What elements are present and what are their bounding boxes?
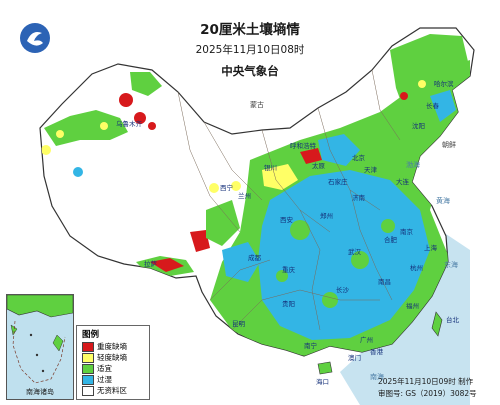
country-label: 朝鲜 xyxy=(442,141,456,149)
legend-item-suitable: 适宜 xyxy=(82,363,112,374)
province-borders xyxy=(177,69,401,331)
city-label: 杭州 xyxy=(410,264,423,272)
city-label: 石家庄 xyxy=(328,178,348,186)
city-label: 武汉 xyxy=(348,248,361,256)
issue-time: 2025年11月10日08时 xyxy=(195,44,305,56)
city-label: 北京 xyxy=(352,154,365,162)
map-legend: 图例 重度缺墒 轻度缺墒 适宜 过湿 无资料区 xyxy=(76,325,150,400)
city-label: 海口 xyxy=(316,378,329,386)
city-label: 长沙 xyxy=(336,286,349,294)
city-label: 长春 xyxy=(426,102,439,110)
city-label: 乌鲁木齐 xyxy=(116,120,142,128)
city-label: 成都 xyxy=(248,254,261,262)
legend-label: 过湿 xyxy=(97,375,112,384)
city-label: 郑州 xyxy=(320,212,333,220)
issuer-name: 中央气象台 xyxy=(221,64,279,78)
city-label: 广州 xyxy=(360,336,373,344)
legend-item-no-data: 无资料区 xyxy=(82,385,127,396)
inset-label: 南海诸岛 xyxy=(26,388,54,396)
city-label: 贵阳 xyxy=(282,300,295,308)
meteorological-logo-icon xyxy=(20,23,50,53)
city-label: 哈尔滨 xyxy=(434,80,454,88)
sea-label: 东海 xyxy=(444,261,458,269)
city-label: 香港 xyxy=(370,348,383,356)
city-label: 呼和浩特 xyxy=(290,142,316,150)
legend-label: 适宜 xyxy=(97,364,112,373)
city-label: 银川 xyxy=(264,164,277,172)
map-review-number: 审图号: GS（2019）3082号 xyxy=(378,389,477,398)
city-label: 拉萨 xyxy=(144,260,157,268)
city-label: 福州 xyxy=(406,302,419,310)
sea-label: 黄海 xyxy=(436,197,450,205)
south-china-sea-inset: 南海诸岛 xyxy=(6,294,74,400)
city-label: 合肥 xyxy=(384,236,397,244)
city-label: 西宁 xyxy=(220,184,233,192)
city-label: 昆明 xyxy=(232,320,245,328)
city-label: 兰州 xyxy=(238,192,251,200)
city-label: 台北 xyxy=(446,316,459,324)
city-label: 重庆 xyxy=(282,266,295,274)
city-label: 天津 xyxy=(364,166,377,174)
city-label: 大连 xyxy=(396,178,409,186)
sea-label: 渤海 xyxy=(406,161,420,169)
legend-label: 重度缺墒 xyxy=(97,342,127,351)
country-label: 蒙古 xyxy=(250,101,264,109)
legend-swatch xyxy=(82,364,94,374)
sea-area xyxy=(340,190,470,405)
legend-swatch xyxy=(82,386,94,396)
city-label: 济南 xyxy=(352,194,365,202)
legend-swatch xyxy=(82,375,94,385)
map-title: 20厘米土壤墒情 xyxy=(200,22,300,38)
city-label: 太原 xyxy=(312,162,325,170)
city-label: 西安 xyxy=(280,216,293,224)
legend-title: 图例 xyxy=(82,330,100,340)
legend-item-mild-drought: 轻度缺墒 xyxy=(82,352,127,363)
legend-swatch xyxy=(82,342,94,352)
legend-item-severe-drought: 重度缺墒 xyxy=(82,341,127,352)
inset-map xyxy=(7,295,73,384)
city-label: 南京 xyxy=(400,228,413,236)
city-label: 南昌 xyxy=(378,278,391,286)
hainan-island xyxy=(317,361,333,375)
sea-label: 南海 xyxy=(370,373,384,381)
taiwan-island xyxy=(431,311,443,337)
production-time: 2025年11月10日09时 制作 xyxy=(378,377,474,386)
city-label: 沈阳 xyxy=(412,122,425,130)
legend-item-too-wet: 过湿 xyxy=(82,374,112,385)
city-label: 上海 xyxy=(424,244,437,252)
legend-swatch xyxy=(82,353,94,363)
legend-label: 轻度缺墒 xyxy=(97,353,127,362)
legend-label: 无资料区 xyxy=(97,386,127,395)
city-label: 南宁 xyxy=(304,342,317,350)
city-label: 澳门 xyxy=(348,354,361,362)
